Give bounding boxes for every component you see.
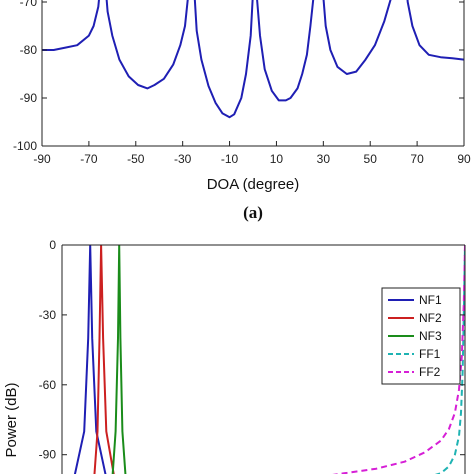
y-tick-label: -70: [20, 0, 38, 9]
legend-label-ff1: FF1: [419, 347, 441, 361]
y-tick-label: -90: [39, 448, 57, 462]
y-axis-title: Power (dB): [3, 382, 20, 457]
panel-label: (a): [243, 203, 263, 222]
y-tick-label: -30: [39, 308, 57, 322]
y-tick-label: -90: [20, 91, 38, 105]
x-tick-label: -90: [33, 152, 51, 166]
x-tick-label: 10: [270, 152, 284, 166]
x-tick-label: -10: [221, 152, 239, 166]
x-tick-label: -30: [174, 152, 192, 166]
x-tick-label: -50: [127, 152, 145, 166]
legend-label-nf3: NF3: [419, 329, 442, 343]
panel-a-chart: -100-90-80-70-90 -70 -50 -30 -10 10 30 50 70 90DO…: [13, 0, 471, 222]
y-tick-label: 0: [49, 238, 56, 252]
x-tick-label: 30: [317, 152, 331, 166]
series-line-nf3: [111, 245, 127, 474]
x-tick-label: 50: [364, 152, 378, 166]
series-line-ff1: [434, 245, 465, 474]
series-line-nf2: [93, 245, 115, 474]
legend-label-nf1: NF1: [419, 293, 442, 307]
x-tick-label: 90: [457, 152, 471, 166]
y-tick-label: -80: [20, 43, 38, 57]
legend-label-nf2: NF2: [419, 311, 442, 325]
x-tick-label: 70: [410, 152, 424, 166]
y-tick-label: -100: [13, 139, 37, 153]
x-tick-label: -70: [80, 152, 98, 166]
series-line-a-0: [42, 0, 464, 119]
series-line-ff2: [332, 245, 465, 474]
x-axis-title: DOA (degree): [207, 176, 300, 193]
series-line-nf1: [73, 245, 107, 474]
panel-b-chart: 0 -30 -60 -90 Power (dB) NF1 NF2 NF3 FF1 FF2: [3, 238, 466, 474]
y-tick-label: -60: [39, 378, 57, 392]
legend-label-ff2: FF2: [419, 365, 441, 379]
